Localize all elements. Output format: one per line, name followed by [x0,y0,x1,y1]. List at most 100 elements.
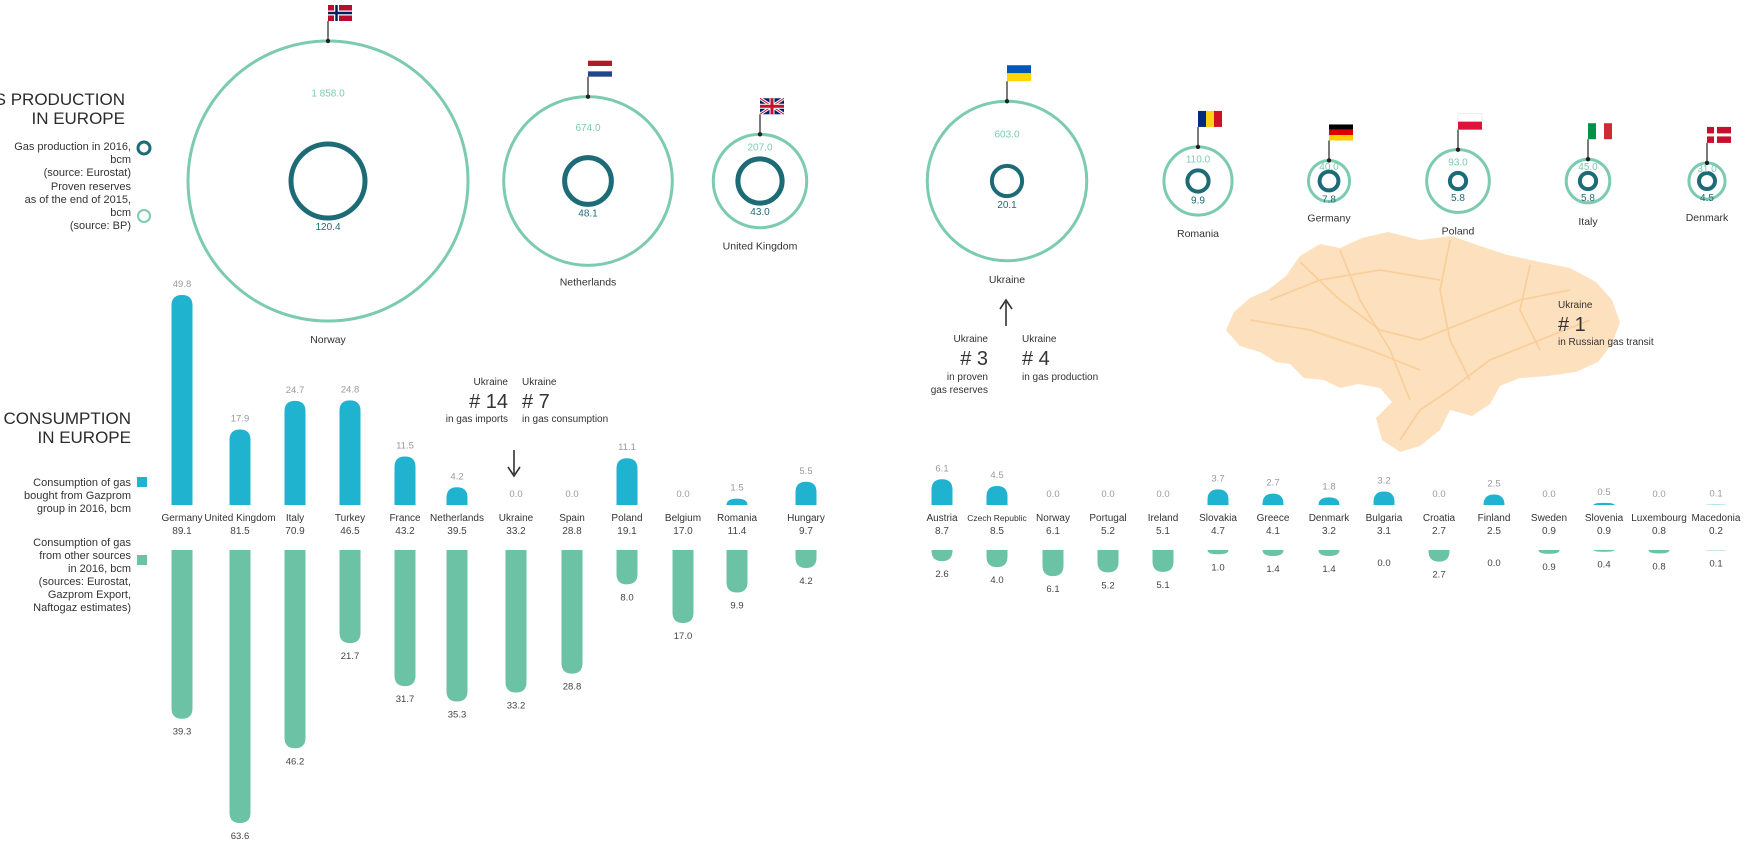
gazprom-bar [1318,497,1340,505]
production-value: 9.9 [1191,196,1205,207]
gazprom-value: 2.5 [1487,478,1500,489]
production-circle [1185,168,1211,194]
country-name: Luxembourg [1631,513,1687,524]
bar-group-ukraine: 0.0 Ukraine 33.2 33.2 [499,489,534,712]
gazprom-value: 0.0 [1542,489,1555,500]
gazprom-bar [229,429,251,505]
gazprom-value: 0.0 [676,489,689,500]
gazprom-bar [339,400,361,505]
reserves-value: 603.0 [994,130,1019,141]
other-value: 5.1 [1156,580,1169,591]
gazprom-value: 0.5 [1597,487,1610,498]
total-value: 19.1 [617,526,637,537]
flag-ukraine-icon [1007,65,1031,82]
production-value: 4.5 [1700,193,1714,204]
country-name: Ukraine [499,513,534,524]
bar-group-italy: 24.7 Italy 70.9 46.2 [284,385,306,767]
legend-consumption: Consumption of gas bought from Gazprom g… [24,477,147,614]
other-value: 2.7 [1432,570,1445,581]
other-bar [446,550,468,702]
flag-norway-icon [328,5,352,21]
bar-group-austria: 6.1 Austria 8.7 2.6 [926,463,958,580]
country-name: Poland [1442,225,1475,237]
country-name: Ireland [1148,513,1179,524]
legend-production-marker [136,140,152,156]
total-value: 5.1 [1156,526,1170,537]
gazprom-value: 0.0 [1101,489,1114,500]
total-value: 43.2 [395,526,415,537]
total-value: 0.9 [1597,526,1611,537]
other-value: 39.3 [173,727,192,738]
gazprom-value: 0.0 [1652,489,1665,500]
ranking-number: # 14 [469,391,508,413]
bar-group-germany: 49.8 Germany 89.1 39.3 [161,279,202,738]
other-bar [561,550,583,674]
bar-group-greece: 2.7 Greece 4.1 1.4 [1257,478,1290,575]
other-value: 1.0 [1211,562,1224,573]
legend-production-line: Gas production in 2016, [14,141,131,153]
legend-other-line: Naftogaz estimates) [33,602,131,614]
ranking-country: Ukraine [954,334,989,345]
country-name: Denmark [1309,513,1351,524]
other-bar [795,550,817,569]
total-value: 33.2 [506,526,526,537]
consumption-bars: 49.8 Germany 89.1 39.3 17.9 United Kingdom 81.… [161,279,1740,842]
other-value: 0.0 [1377,558,1390,569]
country-name: Italy [1578,216,1598,228]
gazprom-bar [446,487,468,505]
bar-group-croatia: 0.0 Croatia 2.7 2.7 [1423,489,1456,581]
gazprom-value: 4.2 [450,471,463,482]
bubble-denmark: 31.0 4.5 Denmark [1686,126,1731,224]
ranking-reserves: Ukraine # 3 in proven gas reserves [931,334,989,396]
production-value: 120.4 [315,222,340,233]
gazprom-bar [931,479,953,505]
other-value: 1.4 [1322,564,1335,575]
total-value: 4.1 [1266,526,1280,537]
ranking-text: gas reserves [931,385,988,396]
total-value: 6.1 [1046,526,1060,537]
bar-group-hungary: 5.5 Hungary 9.7 4.2 [787,466,825,587]
gazprom-bar [616,458,638,505]
gazprom-value: 6.1 [935,463,948,474]
country-name: Germany [1307,213,1351,225]
other-value: 0.1 [1709,558,1722,569]
ranking-country: Ukraine [1558,300,1593,311]
other-value: 9.9 [730,600,743,611]
gazprom-value: 0.0 [1156,489,1169,500]
total-value: 89.1 [172,526,192,537]
other-bar [986,550,1008,568]
total-value: 4.7 [1211,526,1225,537]
legend-other-line: Consumption of gas [33,537,131,549]
arrow-up-icon [999,298,1013,326]
total-value: 46.5 [340,526,360,537]
other-bar [1097,550,1119,573]
gazprom-value: 1.8 [1322,481,1335,492]
ranking-country: Ukraine [474,377,509,388]
total-value: 8.7 [935,526,949,537]
gazprom-bar [1262,493,1284,505]
bar-group-united-kingdom: 17.9 United Kingdom 81.5 63.6 [204,414,275,842]
production-circle [1577,170,1599,192]
legend-gazprom-line: group in 2016, bcm [37,503,131,515]
ranking-country: Ukraine [522,377,557,388]
gazprom-value: 3.2 [1377,476,1390,487]
legend-other-line: from other sources [39,550,131,562]
other-bar [171,550,193,719]
total-value: 2.7 [1432,526,1446,537]
gazprom-bar [986,486,1008,505]
country-name: Ukraine [989,274,1025,286]
bubble-ukraine: 603.0 20.1 Ukraine [925,65,1089,286]
bar-group-netherlands: 4.2 Netherlands 39.5 35.3 [430,471,484,720]
legend-other-line: in 2016, bcm [68,563,131,575]
bar-group-belgium: 0.0 Belgium 17.0 17.0 [665,489,701,642]
gazprom-bar [284,400,306,505]
country-name: Netherlands [430,513,484,524]
country-name: Sweden [1531,513,1567,524]
country-name: Romania [1177,228,1219,240]
other-bar [1042,550,1064,577]
reserves-circle [502,95,674,267]
country-name: Greece [1257,513,1290,524]
other-bar [339,550,361,644]
other-bar [616,550,638,585]
